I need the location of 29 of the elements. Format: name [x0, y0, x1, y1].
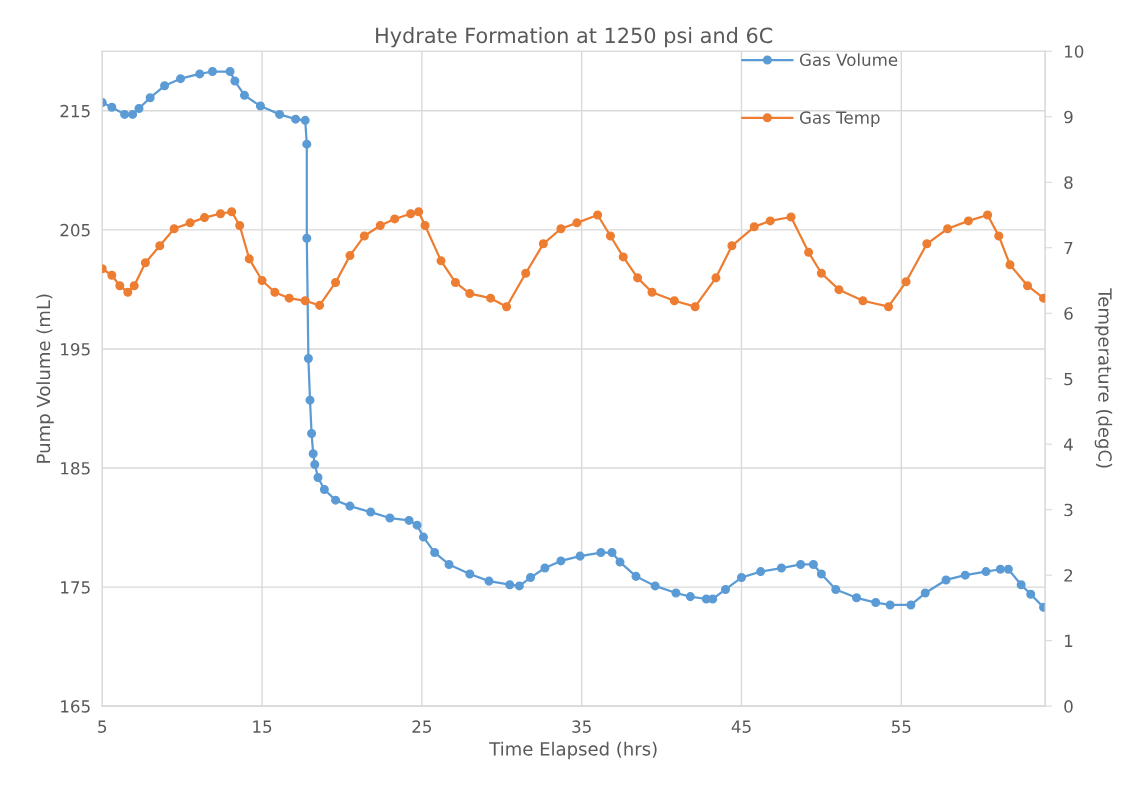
y-tick-label: 175 — [61, 581, 90, 594]
y2-tick-label: 3 — [1064, 503, 1073, 517]
chart-title: Hydrate Formation at 1250 psi and 6C — [376, 27, 773, 48]
y-axis-title: Pump Volume (mL) — [36, 294, 54, 463]
y-tick-label: 215 — [60, 104, 90, 118]
y-tick-label: 195 — [61, 342, 90, 356]
x-tick-label: 5 — [98, 720, 107, 733]
x-tick-label: 35 — [572, 720, 591, 733]
legend-label: Gas Temp — [799, 111, 880, 128]
y2-tick-label: 9 — [1064, 110, 1073, 124]
x-axis-title: Time Elapsed (hrs) — [489, 741, 657, 760]
y2-tick-label: 6 — [1064, 307, 1073, 320]
legend-label: Gas Volume — [799, 53, 898, 67]
y2-tick-label: 0 — [1064, 700, 1073, 713]
y2-tick-label: 10 — [1065, 45, 1084, 58]
y-tick-label: 165 — [61, 700, 90, 713]
y2-tick-label: 1 — [1065, 634, 1073, 647]
y2-tick-label: 5 — [1064, 372, 1073, 386]
y2-tick-label: 7 — [1064, 241, 1073, 255]
y-tick-label: 185 — [61, 461, 90, 475]
x-tick-label: 25 — [412, 720, 432, 733]
y2-tick-label: 8 — [1064, 176, 1073, 189]
x-tick-label: 55 — [891, 720, 911, 733]
y2-tick-label: 4 — [1063, 438, 1073, 451]
y2-axis-title: Temperature (degC) — [1094, 288, 1113, 468]
y2-tick-label: 2 — [1064, 569, 1073, 582]
x-tick-label: 45 — [731, 720, 751, 733]
y-tick-label: 205 — [60, 223, 90, 237]
x-tick-label: 15 — [253, 720, 272, 733]
